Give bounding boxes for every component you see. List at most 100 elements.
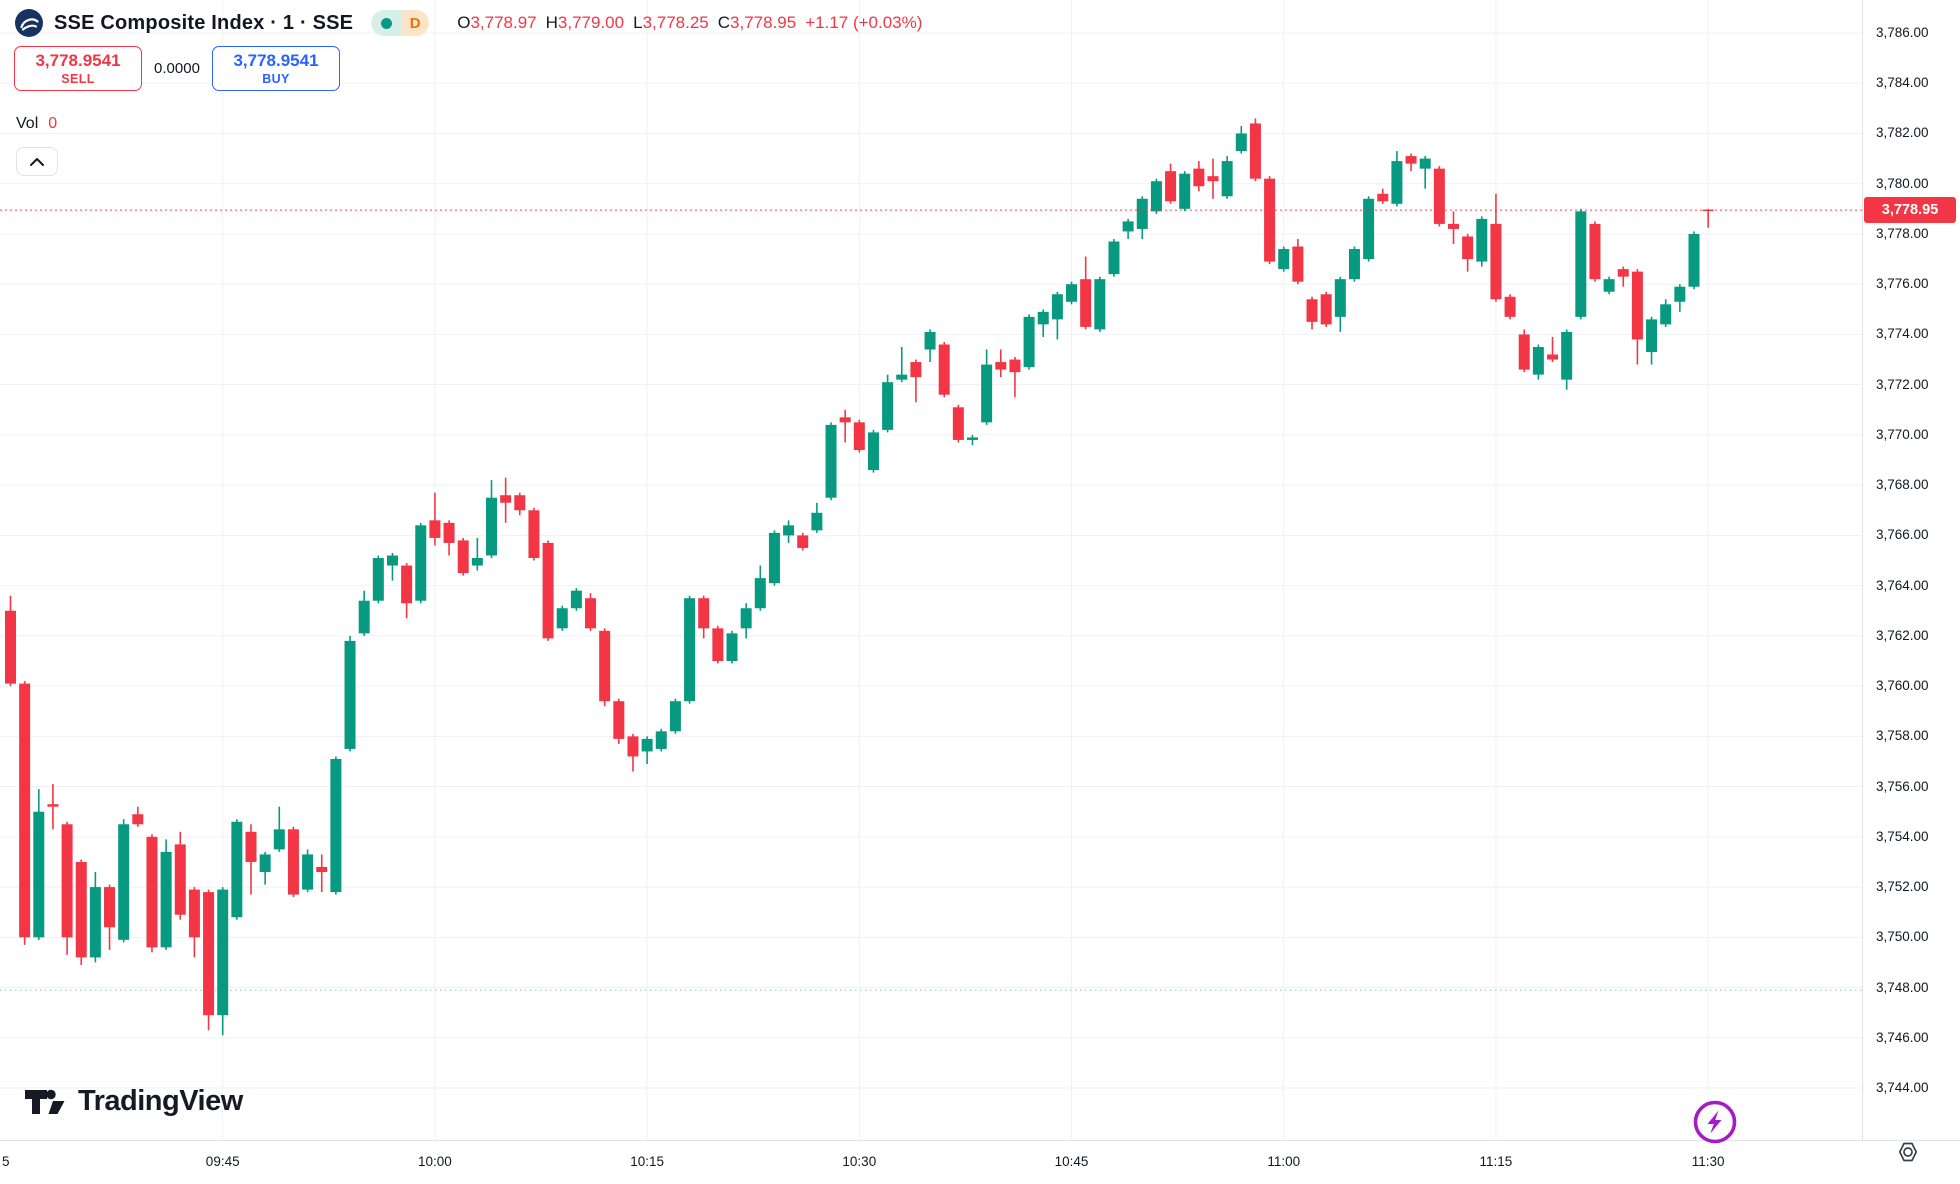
candle bbox=[924, 329, 936, 363]
candle bbox=[1391, 151, 1403, 207]
tradingview-logo-text: TradingView bbox=[78, 1085, 243, 1117]
close-label: C bbox=[717, 13, 731, 32]
time-tick-label: 11:00 bbox=[1267, 1154, 1301, 1169]
candle bbox=[825, 422, 837, 501]
time-tick-label: 10:00 bbox=[418, 1154, 452, 1169]
buy-button[interactable]: 3,778.9541 BUY bbox=[212, 46, 340, 91]
candle bbox=[797, 532, 809, 551]
low-value: 3,778.25 bbox=[642, 13, 709, 32]
price-tick-label: 3,770.00 bbox=[1876, 426, 1929, 442]
candle bbox=[585, 593, 597, 631]
candle bbox=[1136, 196, 1148, 239]
volume-legend: Vol 0 bbox=[16, 115, 57, 133]
candle bbox=[1674, 284, 1686, 312]
sell-button[interactable]: 3,778.9541 SELL bbox=[14, 46, 142, 91]
candle bbox=[1462, 233, 1474, 272]
chevron-up-icon bbox=[30, 157, 44, 166]
candle bbox=[811, 502, 823, 533]
candle bbox=[995, 349, 1007, 378]
candle bbox=[231, 819, 243, 920]
candle bbox=[556, 605, 568, 631]
buy-label: BUY bbox=[262, 71, 290, 86]
tradingview-logo[interactable]: TradingView bbox=[24, 1085, 243, 1118]
candle bbox=[1575, 208, 1587, 320]
price-tick-label: 3,760.00 bbox=[1876, 678, 1929, 694]
candle bbox=[1179, 171, 1191, 212]
candle bbox=[358, 590, 370, 636]
candle bbox=[471, 537, 483, 571]
candle bbox=[386, 552, 398, 581]
candle bbox=[1094, 276, 1106, 332]
candle bbox=[104, 884, 116, 950]
candle bbox=[61, 821, 73, 955]
market-status-dot-icon bbox=[371, 10, 402, 36]
candle bbox=[188, 887, 200, 958]
axis-settings-gear-icon[interactable] bbox=[1896, 1141, 1920, 1163]
price-tick-label: 3,772.00 bbox=[1876, 376, 1929, 392]
candle bbox=[273, 806, 285, 852]
candle bbox=[1377, 188, 1389, 204]
candle bbox=[245, 824, 257, 895]
interval-badge: D bbox=[401, 10, 430, 36]
price-tick-label: 3,784.00 bbox=[1876, 75, 1929, 91]
time-tick-label: 5 bbox=[2, 1154, 10, 1169]
symbol-logo-icon bbox=[15, 9, 43, 37]
candle bbox=[966, 434, 978, 445]
buy-price: 3,778.9541 bbox=[233, 50, 319, 70]
candle bbox=[1122, 218, 1134, 239]
candle bbox=[1532, 344, 1544, 380]
candle bbox=[1405, 153, 1417, 172]
candle bbox=[1589, 221, 1601, 282]
candle bbox=[910, 359, 922, 403]
candle bbox=[287, 826, 299, 898]
collapse-pane-button[interactable] bbox=[16, 147, 58, 176]
candle bbox=[429, 492, 441, 546]
candle bbox=[33, 789, 45, 940]
candle bbox=[853, 419, 865, 453]
candle bbox=[316, 854, 328, 893]
candle bbox=[896, 347, 908, 383]
candle bbox=[1278, 246, 1290, 272]
sell-price: 3,778.9541 bbox=[35, 50, 121, 70]
candle bbox=[712, 625, 724, 664]
price-tick-label: 3,748.00 bbox=[1876, 979, 1929, 995]
candle bbox=[1249, 118, 1261, 182]
candle bbox=[1348, 246, 1360, 282]
candle bbox=[1447, 211, 1459, 245]
candle bbox=[1023, 314, 1035, 370]
candle bbox=[174, 831, 186, 920]
candle bbox=[1419, 156, 1431, 189]
instant-trading-lightning-icon[interactable] bbox=[1692, 1099, 1738, 1145]
price-tick-label: 3,768.00 bbox=[1876, 477, 1929, 493]
change-value: +1.17 (+0.03%) bbox=[805, 13, 923, 32]
price-tick-label: 3,746.00 bbox=[1876, 1029, 1929, 1045]
candle bbox=[514, 492, 526, 516]
candle bbox=[768, 530, 780, 586]
candle bbox=[613, 698, 625, 744]
price-tick-label: 3,762.00 bbox=[1876, 627, 1929, 643]
spread-value: 0.0000 bbox=[154, 60, 200, 77]
high-label: H bbox=[545, 13, 558, 32]
candle bbox=[1009, 357, 1021, 398]
candle bbox=[570, 588, 582, 611]
candle bbox=[302, 849, 314, 893]
candle bbox=[500, 477, 512, 523]
price-tick-label: 3,752.00 bbox=[1876, 879, 1929, 895]
ohlc-readout: O3,778.97 H3,779.00 L3,778.25 C3,778.95 … bbox=[457, 13, 922, 33]
candle bbox=[938, 341, 950, 398]
market-status-interval-badges[interactable]: D bbox=[371, 10, 430, 36]
candle bbox=[952, 404, 964, 443]
candle bbox=[1306, 296, 1318, 330]
candle bbox=[981, 349, 993, 425]
candle bbox=[160, 839, 172, 950]
time-tick-label: 11:15 bbox=[1479, 1154, 1513, 1169]
candle bbox=[1433, 166, 1445, 227]
candle bbox=[146, 834, 158, 953]
symbol-title[interactable]: SSE Composite Index · 1 · SSE bbox=[54, 11, 354, 34]
price-tick-label: 3,754.00 bbox=[1876, 828, 1929, 844]
candle bbox=[47, 784, 59, 830]
candle bbox=[1108, 238, 1120, 277]
low-label: L bbox=[633, 13, 643, 32]
